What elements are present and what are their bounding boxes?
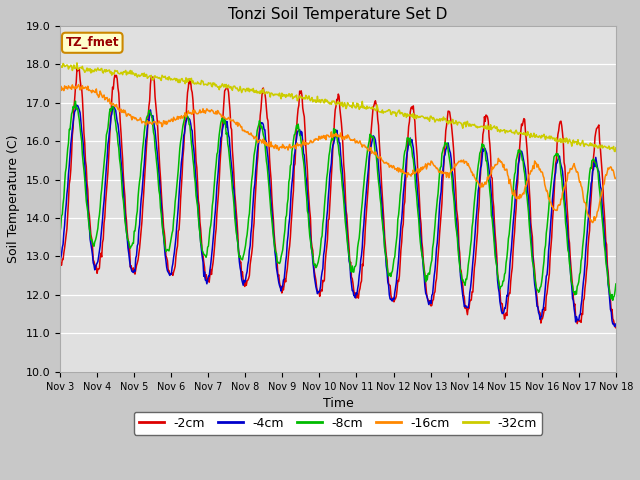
-8cm xyxy=(56,229,64,235)
-8cm xyxy=(180,116,188,122)
-16cm xyxy=(612,176,620,181)
-8cm xyxy=(422,273,430,278)
-16cm xyxy=(75,82,83,87)
-4cm xyxy=(56,258,64,264)
-8cm xyxy=(406,136,414,142)
-16cm xyxy=(124,111,132,117)
-4cm xyxy=(422,292,430,298)
Y-axis label: Soil Temperature (C): Soil Temperature (C) xyxy=(7,134,20,263)
-4cm xyxy=(611,324,619,329)
-4cm xyxy=(612,321,620,327)
-4cm xyxy=(406,135,414,141)
Line: -4cm: -4cm xyxy=(60,105,616,326)
-16cm xyxy=(56,88,64,94)
-2cm xyxy=(66,176,74,182)
-8cm xyxy=(210,187,218,193)
-2cm xyxy=(210,252,218,258)
-2cm xyxy=(124,237,132,242)
-8cm xyxy=(609,298,616,303)
-4cm xyxy=(66,152,74,157)
-2cm xyxy=(612,325,620,331)
-8cm xyxy=(72,98,79,104)
-32cm xyxy=(406,113,414,119)
-4cm xyxy=(180,131,188,136)
-16cm xyxy=(66,85,74,91)
-2cm xyxy=(56,262,64,267)
Line: -8cm: -8cm xyxy=(60,101,616,300)
Title: Tonzi Soil Temperature Set D: Tonzi Soil Temperature Set D xyxy=(228,7,447,22)
-4cm xyxy=(124,245,132,251)
-16cm xyxy=(422,166,430,172)
-32cm xyxy=(66,64,74,70)
Line: -16cm: -16cm xyxy=(60,84,616,223)
-32cm xyxy=(73,60,81,66)
-8cm xyxy=(66,127,74,132)
Legend: -2cm, -4cm, -8cm, -16cm, -32cm: -2cm, -4cm, -8cm, -16cm, -32cm xyxy=(134,412,542,435)
-2cm xyxy=(180,131,188,137)
-32cm xyxy=(611,149,619,155)
-16cm xyxy=(589,220,596,226)
-4cm xyxy=(72,102,80,108)
-32cm xyxy=(124,71,132,77)
-2cm xyxy=(422,289,430,295)
-32cm xyxy=(612,145,620,151)
Line: -32cm: -32cm xyxy=(60,63,616,152)
-32cm xyxy=(56,64,64,70)
-16cm xyxy=(180,113,188,119)
-4cm xyxy=(210,228,218,234)
-8cm xyxy=(124,238,132,243)
-8cm xyxy=(612,281,620,287)
-16cm xyxy=(406,172,414,178)
Text: TZ_fmet: TZ_fmet xyxy=(65,36,119,49)
-32cm xyxy=(422,116,430,121)
-32cm xyxy=(210,82,218,87)
Line: -2cm: -2cm xyxy=(60,69,616,328)
-2cm xyxy=(73,66,81,72)
-2cm xyxy=(406,109,414,115)
-32cm xyxy=(180,78,188,84)
X-axis label: Time: Time xyxy=(323,397,353,410)
-16cm xyxy=(210,110,218,116)
